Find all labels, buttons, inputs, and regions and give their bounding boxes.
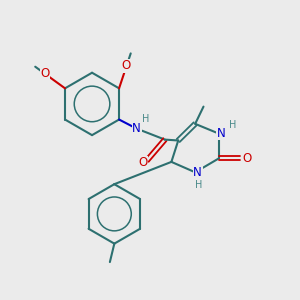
Text: O: O — [242, 152, 251, 165]
Text: N: N — [217, 127, 226, 140]
Text: N: N — [132, 122, 141, 135]
Text: O: O — [138, 156, 147, 169]
Text: O: O — [122, 59, 131, 72]
Text: H: H — [195, 180, 202, 190]
Text: N: N — [193, 167, 202, 179]
Text: H: H — [229, 120, 236, 130]
Text: H: H — [142, 114, 150, 124]
Text: O: O — [40, 67, 49, 80]
